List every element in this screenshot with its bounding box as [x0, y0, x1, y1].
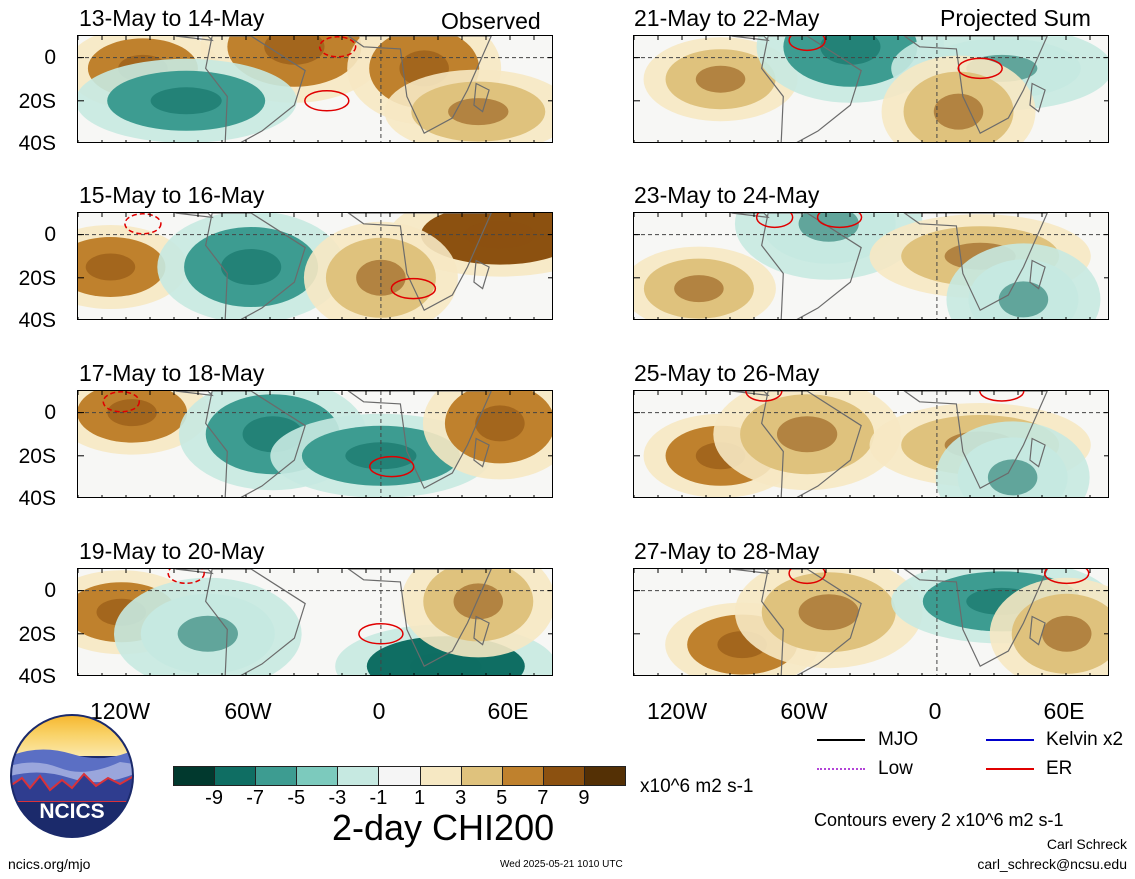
kelvin-swatch: [986, 739, 1034, 741]
colorbar-swatch: [419, 766, 462, 786]
legend-low: Low: [878, 758, 913, 779]
colorbar-swatch: [501, 766, 544, 786]
colorbar-tick-label: -3: [328, 787, 347, 809]
colorbar-swatch: [296, 766, 339, 786]
lat-label: 40S: [18, 487, 56, 510]
map-field: [78, 391, 552, 497]
colorbar-swatch: [378, 766, 421, 786]
lat-label: 40S: [18, 132, 56, 155]
observed-label: Observed: [441, 8, 541, 34]
lat-label: 20S: [18, 445, 56, 468]
lat-label: 40S: [18, 665, 56, 688]
footer-timestamp: Wed 2025-05-21 1010 UTC: [500, 859, 623, 870]
lon-label: 60E: [1043, 698, 1085, 724]
map-panel: [77, 390, 553, 498]
map-panel: [77, 568, 553, 676]
map-field: [78, 213, 552, 319]
logo-text: NCICS: [39, 800, 104, 823]
footer-author: Carl Schreck: [1046, 836, 1127, 852]
map-field: [634, 36, 1108, 142]
legend-er: ER: [1046, 758, 1073, 779]
panel-title: 19-May to 20-May: [79, 538, 265, 564]
low-swatch: [817, 768, 865, 770]
legend-kelvin: Kelvin x2: [1046, 729, 1124, 750]
lat-label: 20S: [18, 90, 56, 113]
map-field: [634, 213, 1108, 319]
colorbar-swatch: [583, 766, 626, 786]
contour-note: Contours every 2 x10^6 m2 s-1: [814, 810, 1064, 830]
colorbar-tick-label: 3: [455, 787, 467, 809]
colorbar-tick-label: 7: [537, 787, 549, 809]
lon-label: 0: [372, 698, 386, 724]
lon-label: 60E: [487, 698, 529, 724]
map-field: [634, 569, 1108, 675]
colorbar-tick-label: -5: [287, 787, 306, 809]
lat-label: 0: [44, 579, 56, 602]
projected-label: Projected Sum: [940, 5, 1091, 31]
map-panel: [633, 568, 1109, 676]
lat-label: 20S: [18, 623, 56, 646]
lon-label: 0: [928, 698, 942, 724]
map-field: [634, 391, 1108, 497]
panel-title: 15-May to 16-May: [79, 182, 265, 208]
map-field: [78, 569, 552, 675]
colorbar-swatch: [255, 766, 298, 786]
colorbar-swatch: [337, 766, 380, 786]
map-panel: [633, 35, 1109, 143]
colorbar-tick-label: 5: [496, 787, 508, 809]
lat-label: 0: [44, 46, 56, 69]
legend-mjo: MJO: [878, 729, 919, 750]
lon-label: 60W: [224, 698, 272, 724]
colorbar-swatch: [542, 766, 585, 786]
lat-label: 0: [44, 401, 56, 424]
colorbar-units: x10^6 m2 s-1: [640, 776, 754, 797]
chart-title: 2-day CHI200: [332, 807, 555, 848]
mjo-swatch: [817, 739, 865, 741]
footer-url: ncics.org/mjo: [8, 856, 91, 872]
colorbar-tick-label: -9: [205, 787, 223, 809]
colorbar: [173, 766, 626, 786]
panel-title: 23-May to 24-May: [634, 182, 820, 208]
panel-title: 13-May to 14-May: [79, 5, 265, 31]
lat-label: 0: [44, 223, 56, 246]
colorbar-swatch: [214, 766, 257, 786]
panel-title: 25-May to 26-May: [634, 360, 820, 386]
map-panel: [77, 35, 553, 143]
map-field: [78, 36, 552, 142]
map-panel: [633, 390, 1109, 498]
lon-label: 120W: [646, 698, 708, 724]
footer-email: carl_schreck@ncsu.edu: [977, 856, 1127, 872]
colorbar-tick-label: 1: [413, 787, 426, 809]
lon-label: 120W: [89, 698, 151, 724]
lat-label: 20S: [18, 267, 56, 290]
panel-title: 21-May to 22-May: [634, 5, 820, 31]
panel-title: 17-May to 18-May: [79, 360, 265, 386]
colorbar-labels: -9 -7 -5 -3 -1 1 3 5 7 9: [173, 787, 625, 811]
lon-label: 60W: [780, 698, 828, 724]
map-panel: [633, 212, 1109, 320]
lat-label: 40S: [18, 309, 56, 332]
ncics-logo: NCICS: [10, 714, 134, 838]
colorbar-tick-label: 9: [578, 787, 590, 809]
map-panel: [77, 212, 553, 320]
er-swatch: [986, 768, 1034, 770]
colorbar-tick-label: -1: [369, 787, 388, 809]
colorbar-tick-label: -7: [246, 787, 265, 809]
colorbar-swatch: [173, 766, 216, 786]
panel-title: 27-May to 28-May: [634, 538, 820, 564]
colorbar-swatch: [460, 766, 503, 786]
